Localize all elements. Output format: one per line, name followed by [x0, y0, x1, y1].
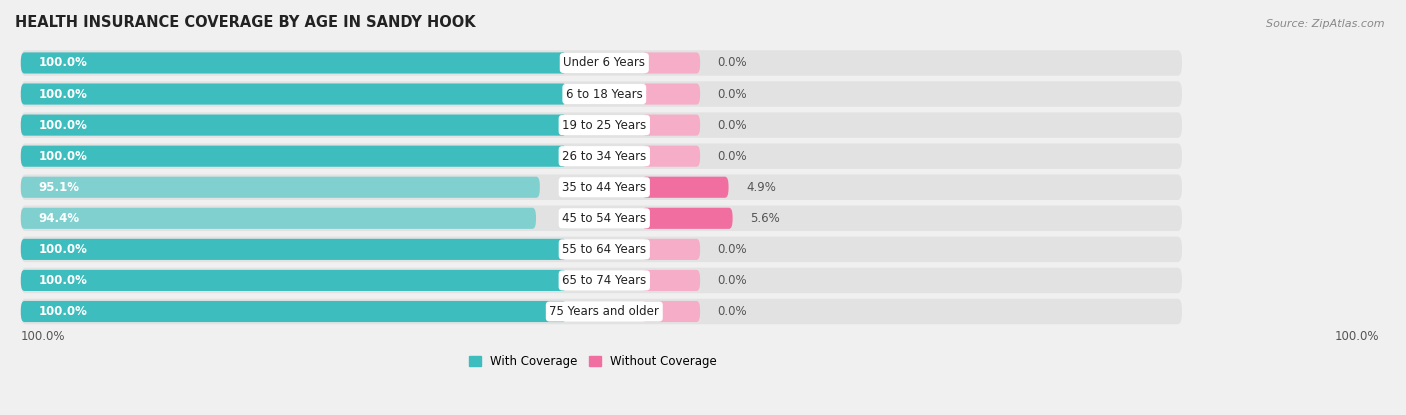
FancyBboxPatch shape [21, 50, 1182, 76]
FancyBboxPatch shape [643, 83, 700, 105]
FancyBboxPatch shape [21, 268, 1182, 293]
FancyBboxPatch shape [643, 146, 700, 167]
FancyBboxPatch shape [643, 52, 700, 73]
FancyBboxPatch shape [21, 81, 1182, 107]
FancyBboxPatch shape [21, 270, 567, 291]
Text: 100.0%: 100.0% [1334, 330, 1379, 344]
FancyBboxPatch shape [21, 144, 1182, 169]
FancyBboxPatch shape [643, 177, 728, 198]
Legend: With Coverage, Without Coverage: With Coverage, Without Coverage [464, 350, 721, 373]
Text: 100.0%: 100.0% [38, 150, 87, 163]
Text: 0.0%: 0.0% [717, 305, 747, 318]
Text: 100.0%: 100.0% [38, 243, 87, 256]
FancyBboxPatch shape [643, 239, 700, 260]
FancyBboxPatch shape [21, 208, 536, 229]
FancyBboxPatch shape [21, 205, 1182, 231]
FancyBboxPatch shape [21, 301, 567, 322]
Text: 0.0%: 0.0% [717, 88, 747, 100]
FancyBboxPatch shape [21, 299, 1182, 324]
Text: 100.0%: 100.0% [38, 274, 87, 287]
Text: 5.6%: 5.6% [749, 212, 780, 225]
Text: 95.1%: 95.1% [38, 181, 79, 194]
Text: 100.0%: 100.0% [38, 88, 87, 100]
Text: 6 to 18 Years: 6 to 18 Years [567, 88, 643, 100]
FancyBboxPatch shape [21, 146, 567, 167]
FancyBboxPatch shape [643, 208, 733, 229]
FancyBboxPatch shape [21, 177, 540, 198]
FancyBboxPatch shape [21, 83, 567, 105]
Text: 0.0%: 0.0% [717, 274, 747, 287]
FancyBboxPatch shape [21, 239, 567, 260]
FancyBboxPatch shape [21, 112, 1182, 138]
Text: 45 to 54 Years: 45 to 54 Years [562, 212, 647, 225]
FancyBboxPatch shape [21, 174, 1182, 200]
Text: 35 to 44 Years: 35 to 44 Years [562, 181, 647, 194]
Text: 0.0%: 0.0% [717, 56, 747, 69]
Text: 0.0%: 0.0% [717, 243, 747, 256]
Text: 100.0%: 100.0% [38, 305, 87, 318]
Text: HEALTH INSURANCE COVERAGE BY AGE IN SANDY HOOK: HEALTH INSURANCE COVERAGE BY AGE IN SAND… [15, 15, 475, 30]
Text: 26 to 34 Years: 26 to 34 Years [562, 150, 647, 163]
FancyBboxPatch shape [643, 301, 700, 322]
Text: 4.9%: 4.9% [747, 181, 776, 194]
Text: 65 to 74 Years: 65 to 74 Years [562, 274, 647, 287]
FancyBboxPatch shape [21, 115, 567, 136]
FancyBboxPatch shape [643, 270, 700, 291]
FancyBboxPatch shape [21, 237, 1182, 262]
Text: Source: ZipAtlas.com: Source: ZipAtlas.com [1267, 19, 1385, 29]
Text: 0.0%: 0.0% [717, 119, 747, 132]
Text: 100.0%: 100.0% [38, 56, 87, 69]
Text: 100.0%: 100.0% [38, 119, 87, 132]
Text: 100.0%: 100.0% [21, 330, 65, 344]
Text: 0.0%: 0.0% [717, 150, 747, 163]
Text: 55 to 64 Years: 55 to 64 Years [562, 243, 647, 256]
Text: Under 6 Years: Under 6 Years [564, 56, 645, 69]
Text: 75 Years and older: 75 Years and older [550, 305, 659, 318]
FancyBboxPatch shape [21, 52, 567, 73]
FancyBboxPatch shape [643, 115, 700, 136]
Text: 19 to 25 Years: 19 to 25 Years [562, 119, 647, 132]
Text: 94.4%: 94.4% [38, 212, 79, 225]
